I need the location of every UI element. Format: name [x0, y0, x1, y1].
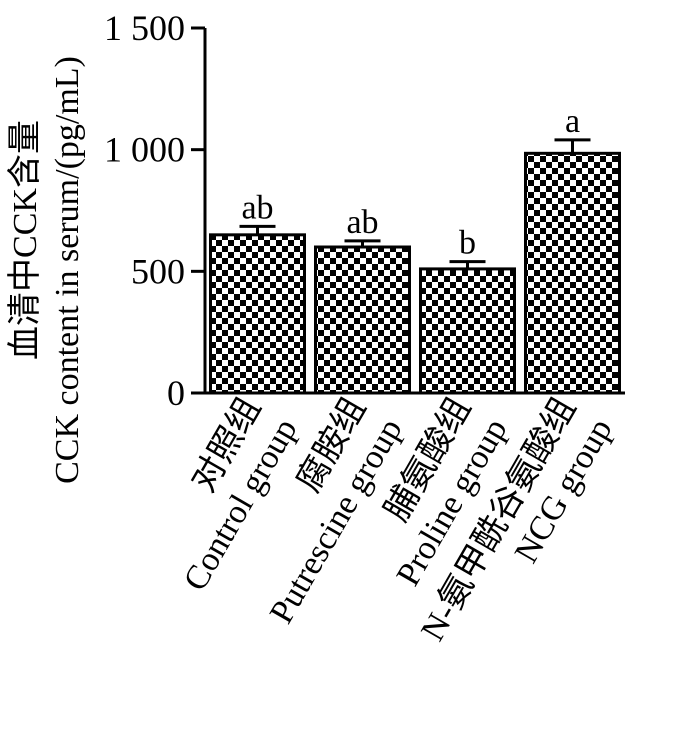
bar [209, 233, 306, 395]
significance-label: a [565, 103, 580, 140]
bar [314, 245, 411, 395]
bars: ab ab b a [209, 103, 621, 395]
significance-label: ab [241, 189, 273, 226]
significance-label: ab [346, 204, 378, 241]
y-ticks: 0 500 1 000 1 500 [104, 8, 205, 413]
y-tick-label: 500 [131, 251, 185, 291]
bar [419, 267, 516, 395]
y-axis-title-cn: 血清中CCK含量 [6, 120, 44, 360]
y-tick-label: 1 500 [104, 8, 185, 48]
y-axis-title: 血清中CCK含量 CCK content in serum/(pg/mL) [6, 56, 86, 484]
y-axis-title-en: CCK content in serum/(pg/mL) [49, 56, 86, 484]
y-tick-label: 0 [167, 373, 185, 413]
bar [524, 151, 621, 395]
y-tick-label: 1 000 [104, 130, 185, 170]
significance-label: b [459, 225, 476, 262]
